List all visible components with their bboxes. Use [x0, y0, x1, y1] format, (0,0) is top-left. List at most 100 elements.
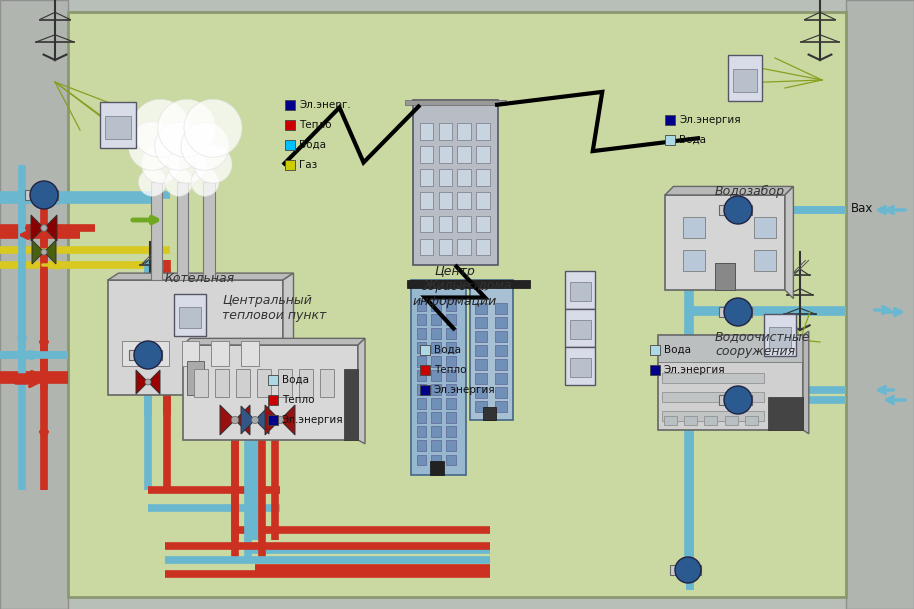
Text: Газ: Газ: [299, 160, 317, 170]
Bar: [483, 407, 495, 420]
Bar: [494, 345, 506, 356]
Bar: [411, 280, 466, 475]
Bar: [475, 387, 487, 398]
Bar: [431, 342, 441, 353]
Bar: [417, 300, 427, 311]
Bar: [670, 565, 675, 575]
Bar: [157, 350, 162, 360]
Bar: [494, 401, 506, 412]
Bar: [719, 395, 724, 405]
Bar: [569, 320, 590, 339]
Bar: [417, 454, 427, 465]
Bar: [457, 123, 471, 139]
Bar: [105, 116, 131, 139]
Bar: [431, 412, 441, 423]
Bar: [215, 369, 228, 397]
Bar: [658, 335, 803, 362]
Bar: [684, 416, 697, 425]
Circle shape: [724, 196, 752, 224]
Polygon shape: [136, 370, 148, 394]
Polygon shape: [785, 186, 793, 298]
Bar: [446, 328, 456, 339]
Bar: [431, 454, 441, 465]
Polygon shape: [148, 370, 160, 394]
Bar: [846, 0, 914, 609]
Bar: [475, 317, 487, 328]
Bar: [285, 100, 295, 110]
Text: Вода: Вода: [299, 140, 326, 150]
Bar: [650, 345, 660, 355]
Bar: [413, 100, 498, 265]
Bar: [186, 361, 204, 395]
Circle shape: [191, 168, 219, 196]
Bar: [476, 239, 490, 255]
Bar: [475, 331, 487, 342]
Bar: [725, 416, 738, 425]
Bar: [68, 12, 846, 597]
Polygon shape: [280, 405, 295, 435]
Bar: [565, 271, 595, 309]
Bar: [417, 398, 427, 409]
Circle shape: [134, 341, 162, 369]
Bar: [420, 192, 433, 209]
Text: Центральный
тепловои пункт: Центральный тепловои пункт: [222, 294, 326, 322]
Bar: [174, 294, 206, 336]
Bar: [431, 314, 441, 325]
Bar: [177, 182, 188, 280]
Bar: [417, 370, 427, 381]
Polygon shape: [31, 215, 44, 241]
Bar: [268, 395, 278, 405]
Bar: [285, 160, 295, 170]
Bar: [747, 205, 752, 215]
Bar: [431, 384, 441, 395]
Bar: [417, 314, 427, 325]
Bar: [475, 359, 487, 370]
Circle shape: [142, 146, 179, 183]
Bar: [0, 0, 68, 609]
Bar: [431, 426, 441, 437]
Bar: [320, 369, 334, 397]
Bar: [446, 342, 456, 353]
Bar: [457, 146, 471, 163]
Bar: [420, 239, 433, 255]
Circle shape: [132, 99, 189, 157]
Bar: [446, 356, 456, 367]
Bar: [108, 280, 283, 395]
Bar: [439, 239, 452, 255]
Polygon shape: [108, 273, 293, 280]
Bar: [719, 307, 724, 317]
Bar: [663, 373, 764, 382]
Bar: [431, 398, 441, 409]
Bar: [446, 384, 456, 395]
Bar: [407, 280, 530, 288]
Bar: [446, 370, 456, 381]
Bar: [470, 280, 513, 420]
Bar: [417, 412, 427, 423]
Bar: [417, 384, 427, 395]
Bar: [733, 69, 757, 92]
Bar: [268, 375, 278, 385]
Bar: [182, 341, 199, 366]
Bar: [431, 300, 441, 311]
Bar: [446, 300, 456, 311]
Circle shape: [165, 168, 193, 196]
Bar: [768, 396, 803, 430]
Bar: [344, 369, 358, 440]
Bar: [25, 190, 30, 200]
Circle shape: [194, 146, 232, 183]
Text: Водозабор: Водозабор: [715, 185, 785, 198]
Bar: [53, 190, 58, 200]
Bar: [420, 123, 433, 139]
Bar: [420, 146, 433, 163]
Bar: [285, 120, 295, 130]
Bar: [665, 115, 675, 125]
Bar: [494, 331, 506, 342]
Bar: [405, 100, 506, 105]
Circle shape: [129, 122, 176, 171]
Bar: [129, 350, 134, 360]
Bar: [683, 217, 705, 238]
Bar: [446, 454, 456, 465]
Text: Эл.энергия: Эл.энергия: [434, 385, 495, 395]
Text: Вода: Вода: [679, 135, 706, 145]
Bar: [494, 373, 506, 384]
